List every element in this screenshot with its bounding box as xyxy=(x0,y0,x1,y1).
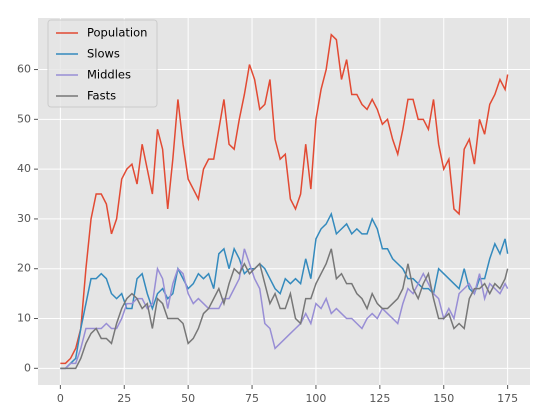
y-tick-label: 40 xyxy=(17,162,31,175)
line-series xyxy=(60,248,509,370)
x-tick-label: 100 xyxy=(305,392,326,405)
legend-label: Middles xyxy=(87,68,131,82)
x-tick-label: 125 xyxy=(369,392,390,405)
y-tick-label: 50 xyxy=(17,112,31,125)
x-tick-label: 0 xyxy=(57,392,64,405)
y-tick-label: 20 xyxy=(17,262,31,275)
line-series xyxy=(60,33,509,365)
legend-label: Fasts xyxy=(87,89,116,103)
y-tick-label: 30 xyxy=(17,212,31,225)
x-tick-label: 150 xyxy=(433,392,454,405)
line-series xyxy=(60,211,509,370)
x-tick-label: 50 xyxy=(181,392,195,405)
y-tick-label: 0 xyxy=(24,361,31,374)
x-tick-label: 175 xyxy=(497,392,518,405)
legend-label: Slows xyxy=(87,47,120,61)
x-tick-label: 25 xyxy=(117,392,131,405)
x-tick-label: 75 xyxy=(245,392,259,405)
legend-label: Population xyxy=(87,26,147,40)
y-tick-label: 60 xyxy=(17,63,31,76)
line-series xyxy=(60,248,509,370)
y-tick-label: 10 xyxy=(17,312,31,325)
legend-box xyxy=(47,19,158,108)
